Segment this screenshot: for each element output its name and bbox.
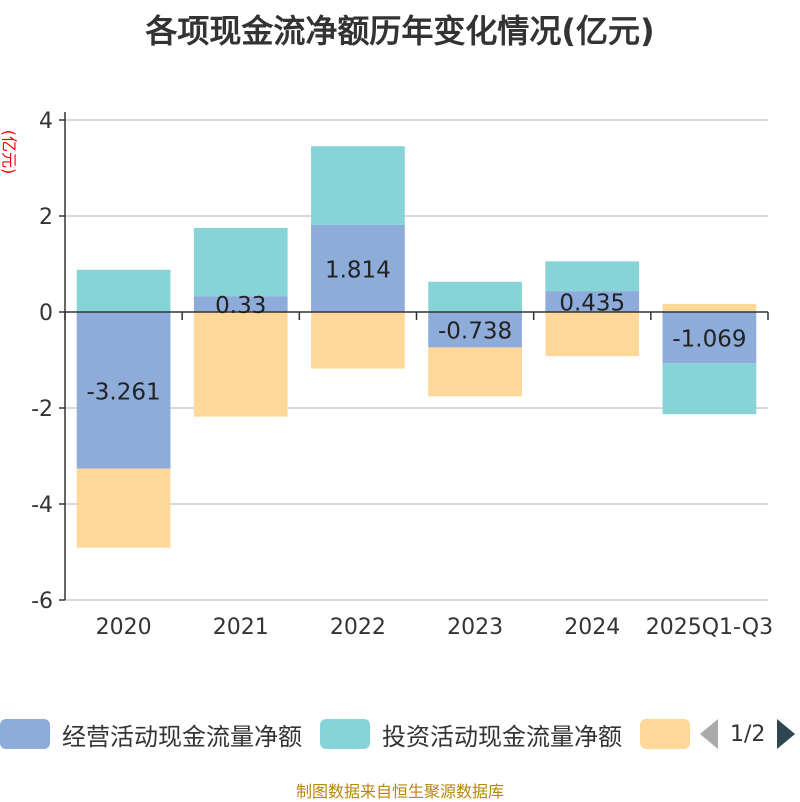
bar-operating-2025Q1-Q3 [662,312,757,364]
data-label-2023: -0.738 [438,319,512,345]
legend-item-operating[interactable]: 经营活动现金流量净额 [0,716,302,752]
bar-operating-2021 [193,296,288,312]
legend-item-investing[interactable]: 投资活动现金流量净额 [320,716,622,752]
y-tick-label: 0 [39,301,53,326]
x-tick-label: 2020 [96,615,152,640]
legend-label-operating: 经营活动现金流量净额 [62,722,302,751]
legend-pager: 1/2 [700,716,796,752]
bar-investing-2023 [428,281,522,312]
bar-investing-2022 [311,146,405,225]
bar-investing-2024 [545,261,640,292]
bar-financing-2020 [76,468,171,548]
bar-marks [76,146,757,548]
y-tick-label: 2 [39,205,53,230]
x-tick-label: 2022 [330,615,386,640]
bar-financing-2023 [428,347,522,397]
legend-page-text: 1/2 [730,721,766,747]
data-label-2021: 0.33 [215,293,266,319]
bar-operating-2024 [545,291,640,312]
x-tick-label: 2025Q1-Q3 [646,615,773,640]
data-label-2025Q1-Q3: -1.069 [672,327,746,353]
y-tick-label: 4 [39,109,53,134]
legend-prev-icon[interactable] [700,719,718,749]
bar-operating-2022 [311,224,405,312]
legend-swatch-investing [320,719,370,749]
source-footer: 制图数据来自恒生聚源数据库 [295,782,504,801]
data-label-2024: 0.435 [559,291,625,317]
x-tick-label: 2021 [213,615,269,640]
bar-financing-2025Q1-Q3 [662,303,757,312]
data-label-2020: -3.261 [87,379,161,405]
legend: 经营活动现金流量净额 投资活动现金流量净额 [0,716,800,752]
bar-operating-2023 [428,312,522,348]
bar-financing-2022 [311,312,405,369]
data-label-2022: 1.814 [325,257,391,283]
bar-operating-2020 [76,312,171,469]
y-tick-label: -4 [31,493,53,518]
y-tick-label: -2 [31,397,53,422]
legend-label-investing: 投资活动现金流量净额 [382,722,622,751]
bar-financing-2021 [193,312,288,417]
bar-financing-2024 [545,312,640,357]
legend-swatch-financing [640,719,690,749]
legend-next-icon[interactable] [777,719,796,749]
chart-title: 各项现金流净额历年变化情况(亿元) [145,12,655,50]
legend-item-financing[interactable] [640,716,690,752]
legend-swatch-operating [0,719,50,749]
x-tick-label: 2024 [564,615,620,640]
y-tick-label: -6 [31,589,53,614]
grid-lines [65,119,768,601]
bar-investing-2021 [193,228,288,297]
axes: -6 -4 -2 0 2 4 2020 2021 2022 2023 2024 2025Q1-Q3 [31,109,773,640]
x-tick-label: 2023 [447,615,503,640]
bar-investing-2025Q1-Q3 [662,363,757,415]
data-labels: -3.261 0.33 1.814 -0.738 0.435 -1.069 [87,257,747,405]
bar-investing-2020 [76,269,171,312]
